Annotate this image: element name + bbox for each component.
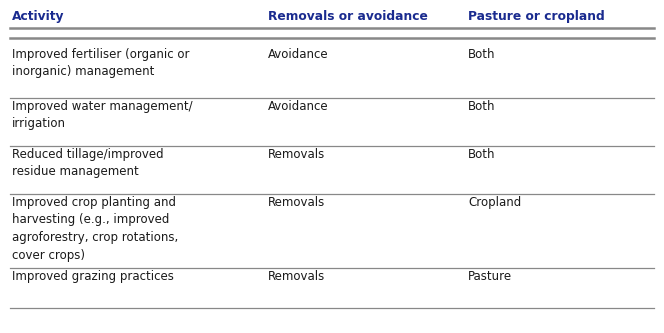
Text: Improved grazing practices: Improved grazing practices (12, 270, 174, 283)
Text: Both: Both (468, 48, 495, 61)
Text: Avoidance: Avoidance (268, 100, 329, 113)
Text: Activity: Activity (12, 10, 64, 23)
Text: Cropland: Cropland (468, 196, 521, 209)
Text: Removals or avoidance: Removals or avoidance (268, 10, 428, 23)
Text: Removals: Removals (268, 148, 325, 161)
Text: Reduced tillage/improved
residue management: Reduced tillage/improved residue managem… (12, 148, 163, 178)
Text: Avoidance: Avoidance (268, 48, 329, 61)
Text: Both: Both (468, 148, 495, 161)
Text: Pasture or cropland: Pasture or cropland (468, 10, 605, 23)
Text: Improved crop planting and
harvesting (e.g., improved
agroforestry, crop rotatio: Improved crop planting and harvesting (e… (12, 196, 178, 261)
Text: Improved water management/
irrigation: Improved water management/ irrigation (12, 100, 193, 131)
Text: Pasture: Pasture (468, 270, 512, 283)
Text: Both: Both (468, 100, 495, 113)
Text: Improved fertiliser (organic or
inorganic) management: Improved fertiliser (organic or inorgani… (12, 48, 189, 79)
Text: Removals: Removals (268, 196, 325, 209)
Text: Removals: Removals (268, 270, 325, 283)
